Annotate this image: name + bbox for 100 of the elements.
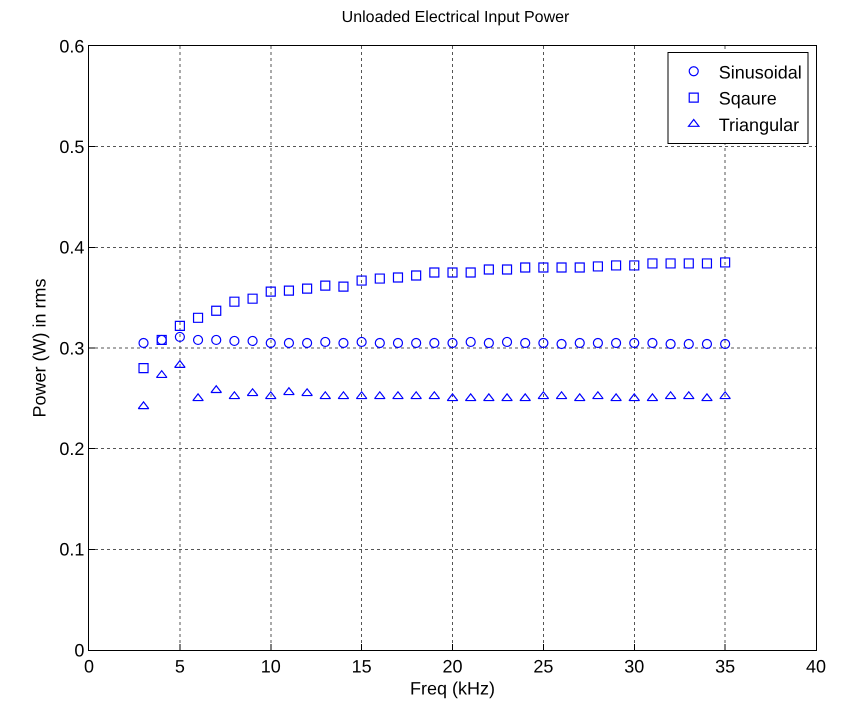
point: [356, 275, 367, 286]
point: [684, 258, 694, 269]
point: [574, 338, 585, 348]
point: [556, 338, 567, 350]
point: [266, 286, 276, 297]
x-tick-label: 35: [715, 656, 736, 677]
point: [647, 338, 658, 348]
point: [592, 261, 603, 272]
point: [392, 391, 404, 400]
point: [174, 332, 185, 342]
point: [338, 338, 349, 348]
x-tick-label: 25: [533, 656, 554, 677]
point: [320, 280, 330, 291]
point: [538, 262, 548, 273]
point: [302, 338, 312, 348]
point: [484, 264, 494, 275]
point: [520, 338, 530, 348]
point: [719, 391, 731, 400]
point: [247, 294, 258, 304]
point: [592, 391, 604, 400]
x-tick-label: 15: [352, 656, 372, 677]
point: [302, 284, 312, 294]
point: [338, 391, 350, 400]
point: [229, 296, 240, 307]
point: [228, 391, 240, 400]
point: [720, 338, 730, 350]
point: [411, 270, 422, 281]
x-tick-label: 20: [442, 656, 463, 677]
point: [483, 393, 495, 402]
x-tick-label: 10: [260, 656, 281, 677]
point: [610, 393, 622, 402]
point: [138, 363, 149, 374]
legend-label: Sqaure: [718, 88, 777, 109]
point: [374, 273, 385, 284]
point: [484, 338, 494, 348]
point: [411, 338, 422, 348]
point: [519, 393, 531, 402]
point: [466, 267, 476, 278]
point: [592, 338, 603, 348]
point: [629, 260, 640, 271]
point: [447, 338, 458, 348]
point: [446, 393, 458, 402]
point: [284, 286, 294, 296]
point: [192, 393, 204, 402]
point: [138, 338, 149, 348]
point: [374, 338, 385, 348]
y-tick-label: 0.1: [59, 540, 84, 560]
point: [266, 338, 276, 348]
point: [392, 272, 404, 283]
y-tick-label: 0: [74, 640, 84, 660]
point: [320, 336, 330, 348]
y-tick-label: 0.3: [59, 338, 84, 358]
y-tick-label: 0.2: [59, 438, 84, 459]
point: [666, 258, 676, 269]
legend-label: Triangular: [718, 115, 800, 136]
point: [429, 267, 440, 278]
point: [392, 338, 404, 348]
x-tick-label: 30: [624, 656, 644, 677]
point: [684, 338, 694, 350]
point: [211, 334, 222, 346]
point: [556, 391, 568, 400]
point: [520, 262, 530, 273]
point: [138, 401, 150, 410]
point: [211, 306, 222, 316]
y-tick-label: 0.5: [59, 136, 84, 157]
point: [538, 338, 548, 348]
x-tick-label: 5: [174, 656, 185, 677]
point: [556, 262, 567, 273]
x-tick-label: 40: [806, 656, 826, 677]
point: [247, 336, 258, 346]
point: [464, 393, 476, 402]
point: [192, 312, 204, 323]
point: [246, 388, 258, 396]
point: [702, 258, 712, 269]
point: [664, 391, 676, 400]
y-tick-label: 0.4: [59, 238, 84, 258]
point: [574, 262, 585, 273]
point: [501, 393, 513, 402]
point: [701, 393, 713, 402]
point: [428, 391, 440, 400]
point: [410, 391, 422, 400]
point: [356, 336, 367, 348]
point: [502, 264, 512, 275]
y-tick-label: 0.6: [59, 36, 84, 56]
point: [466, 336, 476, 348]
point: [646, 393, 658, 402]
point: [156, 370, 168, 378]
point: [284, 338, 294, 348]
point: [502, 336, 512, 348]
point: [647, 258, 658, 269]
point: [447, 267, 458, 278]
point: [666, 338, 676, 350]
point: [702, 338, 712, 350]
legend-label: Sinusoidal: [718, 62, 802, 82]
point: [610, 260, 622, 271]
point: [301, 388, 313, 396]
point: [538, 391, 550, 400]
point: [338, 281, 349, 292]
chart-title: Unloaded Electrical Input Power: [342, 8, 570, 26]
point: [229, 336, 240, 346]
